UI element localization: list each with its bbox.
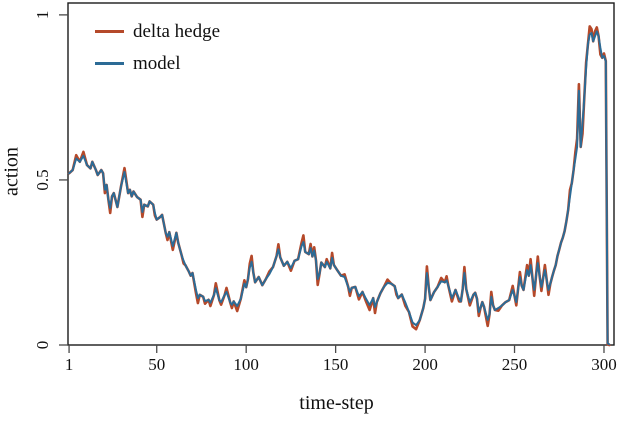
y-tick-label: 0 bbox=[33, 341, 52, 350]
legend-label-model: model bbox=[133, 52, 181, 74]
y-axis-title: action bbox=[0, 147, 23, 196]
y-tick-label: 1 bbox=[33, 11, 52, 20]
legend-item-delta-hedge: delta hedge bbox=[95, 20, 220, 42]
delta-hedge-line-swatch bbox=[95, 29, 124, 33]
x-tick-label: 150 bbox=[323, 355, 349, 374]
y-tick-label: 0.5 bbox=[33, 169, 52, 190]
model-line-swatch bbox=[95, 61, 124, 65]
x-tick-label: 1 bbox=[65, 355, 74, 374]
legend-label-delta-hedge: delta hedge bbox=[133, 20, 221, 42]
delta-hedge-line bbox=[67, 25, 611, 347]
plot-frame bbox=[67, 2, 615, 346]
model-line bbox=[68, 30, 611, 346]
x-tick-label: 100 bbox=[233, 355, 259, 374]
x-tick-label: 250 bbox=[502, 355, 528, 374]
x-tick-label: 200 bbox=[412, 355, 438, 374]
chart-legend: delta hedge model bbox=[95, 20, 220, 74]
x-axis-title: time-step bbox=[299, 392, 374, 414]
x-tick-label: 50 bbox=[148, 355, 165, 374]
legend-item-model: model bbox=[95, 52, 220, 74]
x-tick-label: 300 bbox=[591, 355, 617, 374]
